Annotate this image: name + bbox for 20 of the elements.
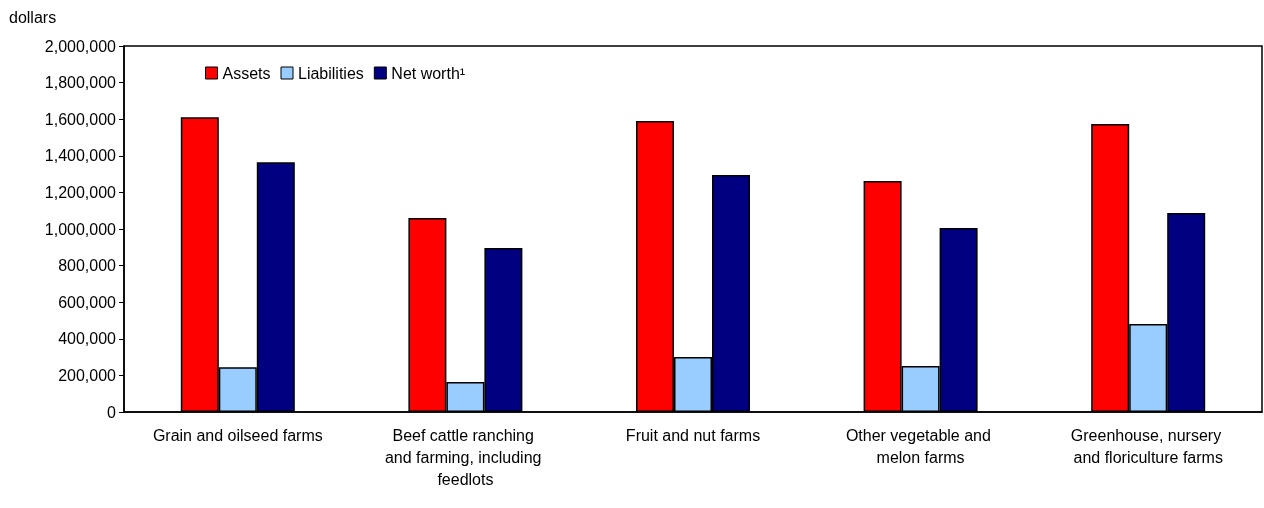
- x-tick-label: Beef cattle ranching and farming, including feedlots: [384, 426, 546, 488]
- x-tick-label: Other vegetable and melon farms: [845, 426, 996, 466]
- y-tick-label: 1,000,000: [44, 220, 117, 238]
- y-tick-label: 800,000: [58, 257, 117, 275]
- y-tick-label: 2,000,000: [44, 37, 117, 55]
- y-tick-label: 200,000: [58, 366, 117, 384]
- x-tick-label: Greenhouse, nursery and floriculture farms: [1070, 426, 1226, 466]
- y-tick-label: 1,800,000: [44, 74, 117, 92]
- y-tick-label: 1,600,000: [44, 110, 117, 128]
- legend-label: Net worth¹: [391, 64, 466, 82]
- legend-label: Assets: [222, 64, 271, 82]
- y-tick-label: 600,000: [58, 293, 117, 311]
- legend-label: Liabilities: [298, 64, 364, 82]
- x-tick-label: Grain and oilseed farms: [152, 426, 323, 444]
- y-axis-title: dollars: [9, 8, 57, 26]
- x-tick-label: Fruit and nut farms: [625, 426, 761, 444]
- y-tick-label: 0: [107, 403, 117, 421]
- y-tick-label: 1,400,000: [44, 147, 117, 165]
- y-tick-label: 1,200,000: [44, 183, 117, 201]
- y-tick-label: 400,000: [58, 330, 117, 348]
